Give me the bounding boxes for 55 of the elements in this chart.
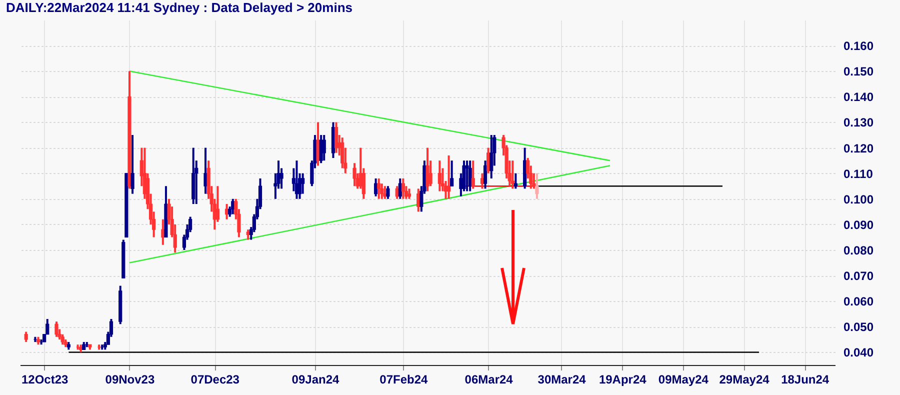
candlestick	[468, 160, 472, 192]
y-tick-label: 0.100	[844, 192, 874, 206]
y-tick-label: 0.110	[844, 166, 874, 181]
x-tick-label: 09Nov23	[105, 372, 155, 386]
candlestick	[24, 330, 28, 343]
y-tick-label: 0.060	[844, 294, 874, 309]
candlestick	[535, 172, 539, 200]
x-tick-label: 19Apr24	[598, 372, 647, 386]
candlestick	[322, 134, 326, 162]
candlestick	[514, 172, 518, 190]
x-tick-label: 09Jan24	[292, 372, 340, 386]
candlestick	[426, 146, 430, 192]
x-tick-label: 12Oct23	[21, 372, 68, 386]
y-tick-label: 0.050	[844, 320, 874, 334]
x-tick-label: 06Mar24	[464, 372, 514, 386]
candlestick	[54, 320, 58, 338]
candlestick	[352, 162, 356, 188]
candlestick	[446, 154, 451, 200]
x-tick-label: 29May24	[719, 372, 770, 386]
x-tick-label: 07Feb24	[380, 372, 428, 386]
chart-title: DAILY:22Mar2024 11:41 Sydney : Data Delayed > 20mins	[6, 0, 352, 15]
y-tick-label: 0.120	[844, 141, 874, 156]
candlestick	[462, 160, 466, 192]
candlestick	[60, 333, 64, 346]
candlestick	[401, 177, 405, 200]
candlestick	[465, 160, 469, 192]
candlestick	[438, 160, 442, 192]
candlestick	[471, 160, 475, 190]
candlestick	[340, 136, 344, 170]
y-tick-label: 0.140	[844, 90, 874, 104]
candlestick	[319, 134, 323, 164]
candlestick	[380, 182, 384, 200]
x-tick-label: 07Dec23	[190, 372, 240, 386]
y-tick-label: 0.130	[844, 116, 874, 130]
candlestick	[301, 172, 305, 195]
candlestick	[450, 160, 454, 188]
candlestick	[386, 185, 390, 200]
candlestick	[398, 177, 402, 200]
y-tick-label: 0.150	[844, 64, 874, 79]
candlestick	[510, 160, 514, 190]
candlestick	[407, 188, 412, 200]
candlestick	[374, 177, 378, 198]
x-tick-label: 30Mar24	[538, 372, 586, 386]
y-tick-label: 0.090	[844, 218, 874, 232]
candlestick	[483, 160, 488, 190]
x-tick-label: 09May24	[658, 372, 709, 386]
y-tick-label: 0.160	[844, 39, 874, 54]
candlestick	[334, 121, 338, 154]
candlestick	[130, 134, 134, 195]
y-tick-label: 0.040	[844, 346, 874, 360]
y-tick-label: 0.080	[844, 244, 874, 258]
candlestick	[377, 177, 381, 200]
y-tick-label: 0.070	[844, 269, 874, 284]
x-tick-label: 18Jun24	[781, 372, 830, 386]
candlestick	[490, 134, 494, 180]
